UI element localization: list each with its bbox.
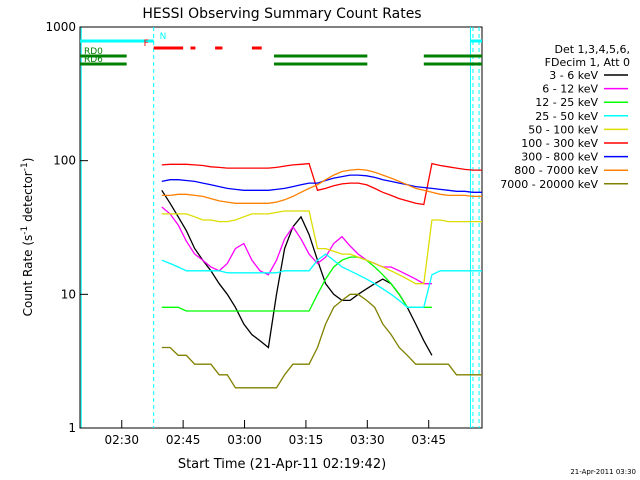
legend-header-2: FDecim 1, Att 0 bbox=[545, 56, 630, 69]
series-line-4 bbox=[161, 210, 482, 285]
series-line-2 bbox=[161, 256, 432, 312]
y-tick-label-0: 1 bbox=[68, 421, 76, 435]
y-tick-label-1: 10 bbox=[61, 287, 76, 301]
x-axis-label: Start Time (21-Apr-11 02:19:42) bbox=[178, 457, 386, 472]
x-tick-label-3: 03:15 bbox=[289, 433, 324, 447]
series-line-5 bbox=[161, 162, 482, 206]
y-tick-label-2: 100 bbox=[53, 154, 76, 168]
x-tick-label-1: 02:45 bbox=[166, 433, 201, 447]
status-label-f: F bbox=[144, 39, 149, 49]
legend-item-4: 50 - 100 keV bbox=[528, 123, 598, 136]
y-axis-label-end: ) bbox=[21, 158, 35, 163]
legend-item-2: 12 - 25 keV bbox=[535, 96, 598, 109]
y-axis-label-sup2: -1 bbox=[20, 162, 30, 171]
series-line-7 bbox=[161, 168, 482, 204]
legend: Det 1,3,4,5,6, FDecim 1, Att 0 3 - 6 keV… bbox=[500, 43, 630, 191]
y-axis-label-sup1: -1 bbox=[20, 226, 30, 235]
y-axis-label-main: Count Rate (s bbox=[21, 235, 35, 317]
plot-frame bbox=[79, 26, 483, 429]
status-label-rd6: RD6 bbox=[84, 55, 103, 65]
x-tick-label-0: 02:30 bbox=[104, 433, 139, 447]
status-label-n: N bbox=[160, 32, 167, 42]
vertical-markers bbox=[80, 27, 480, 428]
legend-item-0: 3 - 6 keV bbox=[549, 69, 598, 82]
chart-title: HESSI Observing Summary Count Rates bbox=[142, 6, 421, 22]
legend-item-5: 100 - 300 keV bbox=[521, 137, 598, 150]
series-line-8 bbox=[161, 293, 482, 389]
series-line-1 bbox=[161, 206, 432, 285]
x-tick-label-4: 03:30 bbox=[350, 433, 385, 447]
plot-border bbox=[79, 26, 483, 429]
x-tick-label-5: 03:45 bbox=[411, 433, 446, 447]
legend-item-6: 300 - 800 keV bbox=[521, 151, 598, 164]
x-tick-label-2: 03:00 bbox=[227, 433, 262, 447]
legend-header-1: Det 1,3,4,5,6, bbox=[554, 43, 630, 56]
x-axis-ticks: 02:30 02:45 03:00 03:15 03:30 03:45 bbox=[104, 420, 446, 447]
legend-item-1: 6 - 12 keV bbox=[542, 83, 598, 96]
status-label-rd0: RD0 bbox=[84, 47, 103, 57]
series-group bbox=[161, 162, 482, 389]
y-tick-label-3: 1000 bbox=[45, 20, 76, 34]
series-line-0 bbox=[161, 189, 433, 356]
y-axis-ticks: 1 10 100 1000 bbox=[45, 20, 88, 435]
y-axis-label-mid: detector bbox=[21, 171, 35, 226]
legend-item-3: 25 - 50 keV bbox=[535, 110, 598, 123]
series-line-3 bbox=[161, 253, 482, 308]
legend-item-7: 800 - 7000 keV bbox=[514, 164, 598, 177]
footer-date: 21-Apr-2011 03:30 bbox=[570, 468, 636, 476]
y-axis-label: Count Rate (s-1 detector-1) bbox=[20, 158, 35, 317]
legend-item-8: 7000 - 20000 keV bbox=[500, 178, 598, 191]
